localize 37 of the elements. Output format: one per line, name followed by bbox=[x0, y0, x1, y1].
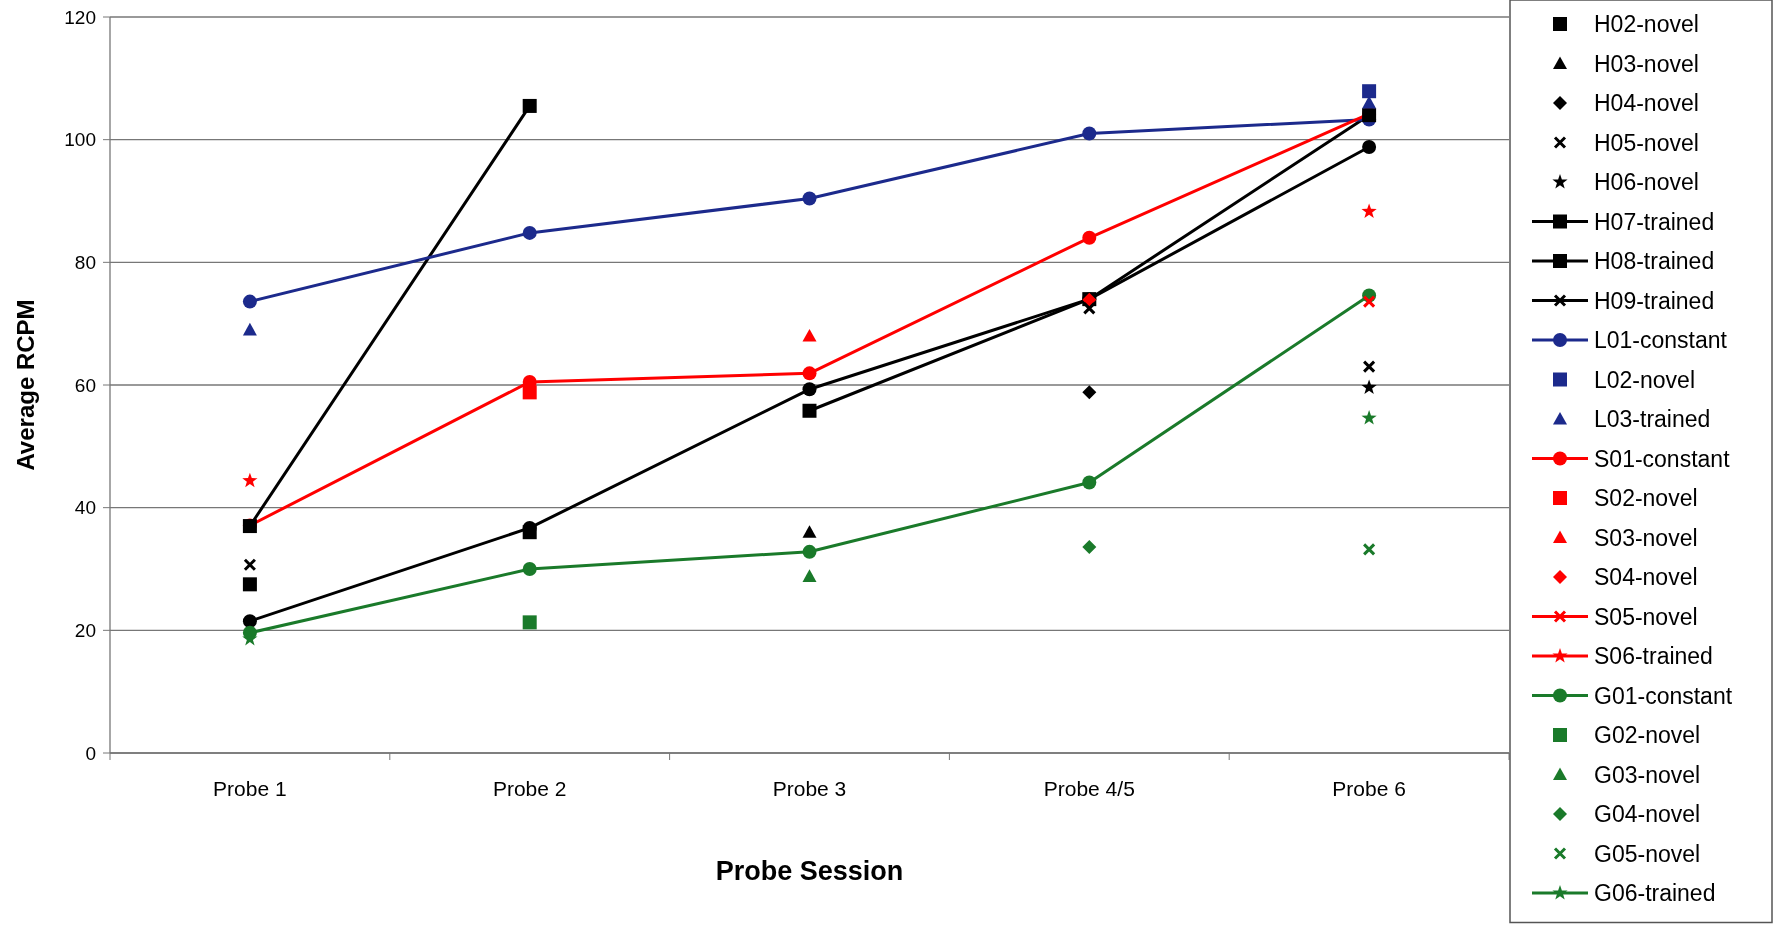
x-tick-label: Probe 1 bbox=[213, 777, 287, 800]
legend-label: L03-trained bbox=[1594, 406, 1711, 433]
legend-label: G01-constant bbox=[1594, 682, 1733, 709]
x-tick-label: Probe 6 bbox=[1332, 777, 1406, 800]
legend-label: S03-novel bbox=[1594, 524, 1698, 551]
y-tick-label: 20 bbox=[74, 619, 96, 641]
x-tick-label: Probe 3 bbox=[772, 777, 847, 800]
legend-label: H05-novel bbox=[1594, 129, 1699, 156]
legend-label: S01-constant bbox=[1594, 445, 1731, 472]
legend-label: H08-trained bbox=[1594, 248, 1715, 275]
y-tick-label: 40 bbox=[74, 497, 96, 519]
legend-label: S02-novel bbox=[1594, 485, 1698, 512]
x-tick-label: Probe 2 bbox=[492, 777, 567, 800]
legend-label: H09-trained bbox=[1594, 287, 1715, 314]
legend-label: H03-novel bbox=[1594, 50, 1699, 77]
legend-label: H02-novel bbox=[1594, 11, 1699, 38]
legend-label: H04-novel bbox=[1594, 90, 1699, 117]
x-axis-title: Probe Session bbox=[715, 856, 904, 886]
y-tick-label: 120 bbox=[64, 6, 96, 28]
y-axis-title: Average RCPM bbox=[12, 299, 39, 471]
legend-label: L02-novel bbox=[1594, 366, 1696, 393]
legend-label: H07-trained bbox=[1594, 208, 1715, 235]
y-tick-label: 100 bbox=[64, 129, 96, 151]
y-tick-label: 80 bbox=[74, 251, 96, 273]
y-tick-label: 0 bbox=[85, 742, 96, 764]
legend-label: G03-novel bbox=[1594, 761, 1701, 788]
x-tick-label: Probe 4/5 bbox=[1043, 777, 1135, 800]
legend-label: S04-novel bbox=[1594, 564, 1698, 591]
legend-label: G04-novel bbox=[1594, 801, 1701, 828]
legend-label: G05-novel bbox=[1594, 840, 1701, 867]
y-tick-label: 60 bbox=[74, 374, 96, 396]
legend-label: S06-trained bbox=[1594, 643, 1713, 670]
legend-label: L01-constant bbox=[1594, 327, 1728, 354]
legend-label: G02-novel bbox=[1594, 722, 1701, 749]
legend-label: H06-novel bbox=[1594, 169, 1699, 196]
legend-label: G06-trained bbox=[1594, 880, 1716, 907]
legend-label: S05-novel bbox=[1594, 603, 1698, 630]
